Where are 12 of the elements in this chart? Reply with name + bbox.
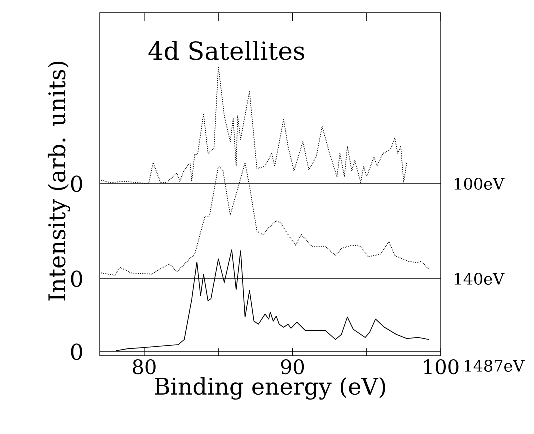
text: 1487eV bbox=[465, 360, 525, 372]
text: 0 bbox=[71, 344, 82, 360]
chart-title: 4d Satellites bbox=[148, 41, 304, 60]
y-axis-title: Intensity (arb. units) bbox=[48, 62, 70, 301]
x-axis-title: Binding energy (eV) bbox=[155, 377, 386, 400]
x-tick-label: 80 bbox=[133, 360, 156, 375]
series-label: 140eV bbox=[455, 272, 505, 286]
text: 0 bbox=[71, 270, 82, 288]
x-tick-label: 90 bbox=[281, 360, 304, 375]
text: 0 bbox=[71, 176, 82, 192]
x-tick-label: 100 bbox=[424, 360, 459, 375]
text: 100eV bbox=[455, 178, 505, 190]
